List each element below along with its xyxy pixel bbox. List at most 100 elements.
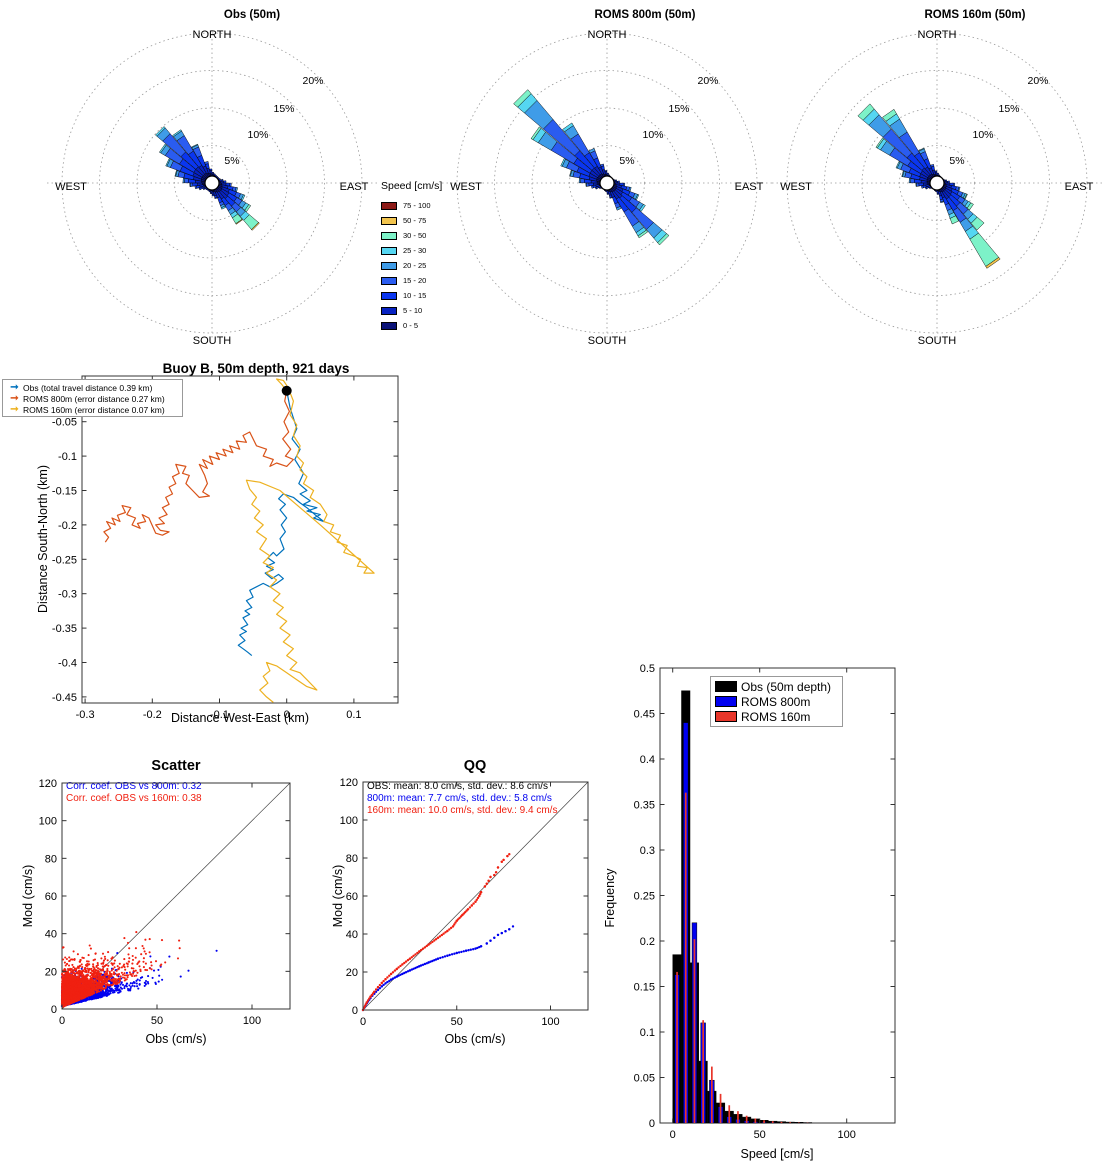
- rose-petal-segment: [952, 182, 956, 187]
- trajectory-legend-label: Obs (total travel distance 0.39 km): [23, 382, 153, 393]
- rose-petal-segment: [944, 180, 948, 184]
- speed-legend: Speed [cm/s] 75 - 100 50 - 75 30 - 50 25…: [381, 180, 442, 333]
- rose-petal-segment: [617, 180, 620, 184]
- rose-ring-5: [174, 145, 250, 221]
- qq-obs-stats-annotation: OBS: mean: 8.0 cm/s, std. dev.: 8.6 cm/s: [367, 781, 548, 792]
- rose-petal-segment: [615, 179, 618, 182]
- rose-ring-15: [99, 70, 325, 296]
- roms160-arrow-icon: ➞: [10, 403, 19, 415]
- rose-petal-segment: [657, 233, 670, 246]
- y-tick-label: 40: [45, 929, 57, 941]
- y-tick-label: 0.2: [640, 936, 655, 948]
- trajectory-legend-row-160m: ➞ ROMS 160m (error distance 0.07 km): [6, 404, 179, 415]
- rose-roms800-panel: ROMS 800m (50m) NORTH SOUTH WEST EAST 5%…: [442, 9, 772, 347]
- y-tick-label: -0.15: [52, 486, 77, 498]
- x-tick-label: 100: [541, 1016, 559, 1028]
- y-tick-label: 120: [39, 778, 57, 790]
- rose-ring-10: [136, 107, 288, 259]
- histogram-ylabel: Frequency: [603, 868, 617, 928]
- rose-petal-segment: [192, 182, 198, 187]
- compass-north-label: NORTH: [193, 29, 232, 41]
- y-tick-label: -0.05: [52, 417, 77, 429]
- speed-swatch-10-15: [381, 291, 397, 300]
- speed-label: 30 - 50: [403, 231, 427, 240]
- rose-petal-segment: [184, 178, 189, 184]
- rose-petal-segment: [235, 218, 243, 225]
- trajectory-legend-label: ROMS 160m (error distance 0.07 km): [23, 404, 165, 415]
- rose-plot-area: [442, 30, 772, 339]
- obs-arrow-icon: ➞: [10, 381, 19, 393]
- rose-center-marker: [929, 175, 945, 191]
- x-tick-label: 0: [670, 1129, 676, 1141]
- speed-legend-row: 15 - 20: [381, 273, 442, 288]
- rose-petal-segment: [637, 229, 648, 239]
- speed-swatch-5-10: [381, 306, 397, 315]
- rose-petal-segment: [182, 177, 186, 184]
- rose-petal-segment: [174, 169, 178, 177]
- obs-swatch: [715, 681, 737, 692]
- y-tick-label: 0: [51, 1004, 57, 1016]
- rose-petal-segment: [209, 192, 213, 194]
- speed-swatch-15-20: [381, 276, 397, 285]
- rose-petal-segment: [609, 196, 613, 199]
- histogram-panel: Frequency Speed [cm/s] 0 50 100 0 0.05 0.1 0.1…: [603, 663, 896, 1161]
- y-tick-label: 100: [340, 815, 358, 827]
- rose-petal-segment: [635, 194, 640, 201]
- y-tick-label: -0.45: [52, 692, 77, 704]
- rose-petal-segment: [947, 180, 950, 184]
- rose-petal-segment: [875, 137, 885, 149]
- speed-swatch-20-25: [381, 261, 397, 270]
- roms800-arrow-icon: ➞: [10, 392, 19, 404]
- trajectory-start-marker: [281, 385, 292, 396]
- rose-petal-segment: [588, 147, 596, 154]
- y-tick-label: -0.25: [52, 554, 77, 566]
- x-tick-label: -0.3: [76, 709, 95, 721]
- histogram-bar-roms-160m: [693, 939, 696, 1123]
- histogram-legend-label: ROMS 800m: [741, 694, 811, 709]
- rose-petal-segment: [910, 178, 915, 184]
- rose-petal-segment: [530, 126, 542, 141]
- rose-petal-segment: [606, 190, 610, 194]
- rose-petal-segment: [221, 178, 224, 182]
- speed-legend-row: 75 - 100: [381, 198, 442, 213]
- y-tick-label: 0.25: [634, 891, 655, 903]
- rose-petal-segment: [234, 187, 238, 193]
- rose-petal-segment: [223, 180, 227, 184]
- trajectory-legend-row-800m: ➞ ROMS 800m (error distance 0.27 km): [6, 393, 179, 404]
- y-tick-label: 100: [39, 816, 57, 828]
- rose-petal-segment: [214, 197, 218, 200]
- y-tick-label: 120: [340, 777, 358, 789]
- rose-petal-segment: [957, 186, 961, 192]
- rose-petal-segment: [918, 182, 924, 187]
- rose-petal-segment: [562, 122, 574, 133]
- rose-petal-segment: [936, 190, 940, 194]
- speed-legend-row: 5 - 10: [381, 303, 442, 318]
- compass-north-label: NORTH: [918, 29, 957, 41]
- speed-label: 15 - 20: [403, 276, 427, 285]
- x-tick-label: 0: [360, 1016, 366, 1028]
- qq-title: QQ: [464, 758, 487, 774]
- x-tick-label: -0.1: [210, 709, 229, 721]
- speed-legend-row: 20 - 25: [381, 258, 442, 273]
- y-tick-label: -0.1: [58, 451, 77, 463]
- y-tick-label: -0.2: [58, 520, 77, 532]
- rose-petal-segment: [934, 171, 938, 176]
- speed-label: 5 - 10: [403, 306, 423, 315]
- rose-petal-segment: [857, 103, 875, 121]
- qq-panel: QQ OBS: mean: 8.0 cm/s, std. dev.: 8.6 c…: [331, 758, 589, 1046]
- rose-petal-segment: [189, 182, 191, 188]
- rose-petal-segment: [159, 143, 167, 154]
- speed-swatch-25-30: [381, 246, 397, 255]
- rose-center-marker: [204, 175, 220, 191]
- speed-swatch-75-100: [381, 201, 397, 210]
- compass-south-label: SOUTH: [588, 335, 627, 347]
- histogram-bar-roms-160m: [711, 1066, 713, 1123]
- trajectory-legend-label: ROMS 800m (error distance 0.27 km): [23, 393, 165, 404]
- rose-petal-segment: [172, 129, 182, 137]
- histogram-bar-roms-160m: [702, 1020, 704, 1123]
- histogram-legend: Obs (50m depth) ROMS 800m ROMS 160m: [710, 676, 843, 727]
- rose-petal-segment: [940, 200, 945, 204]
- compass-east-label: EAST: [1065, 181, 1094, 193]
- rose-petal-segment: [945, 179, 948, 182]
- qq-xlabel: Obs (cm/s): [444, 1032, 505, 1046]
